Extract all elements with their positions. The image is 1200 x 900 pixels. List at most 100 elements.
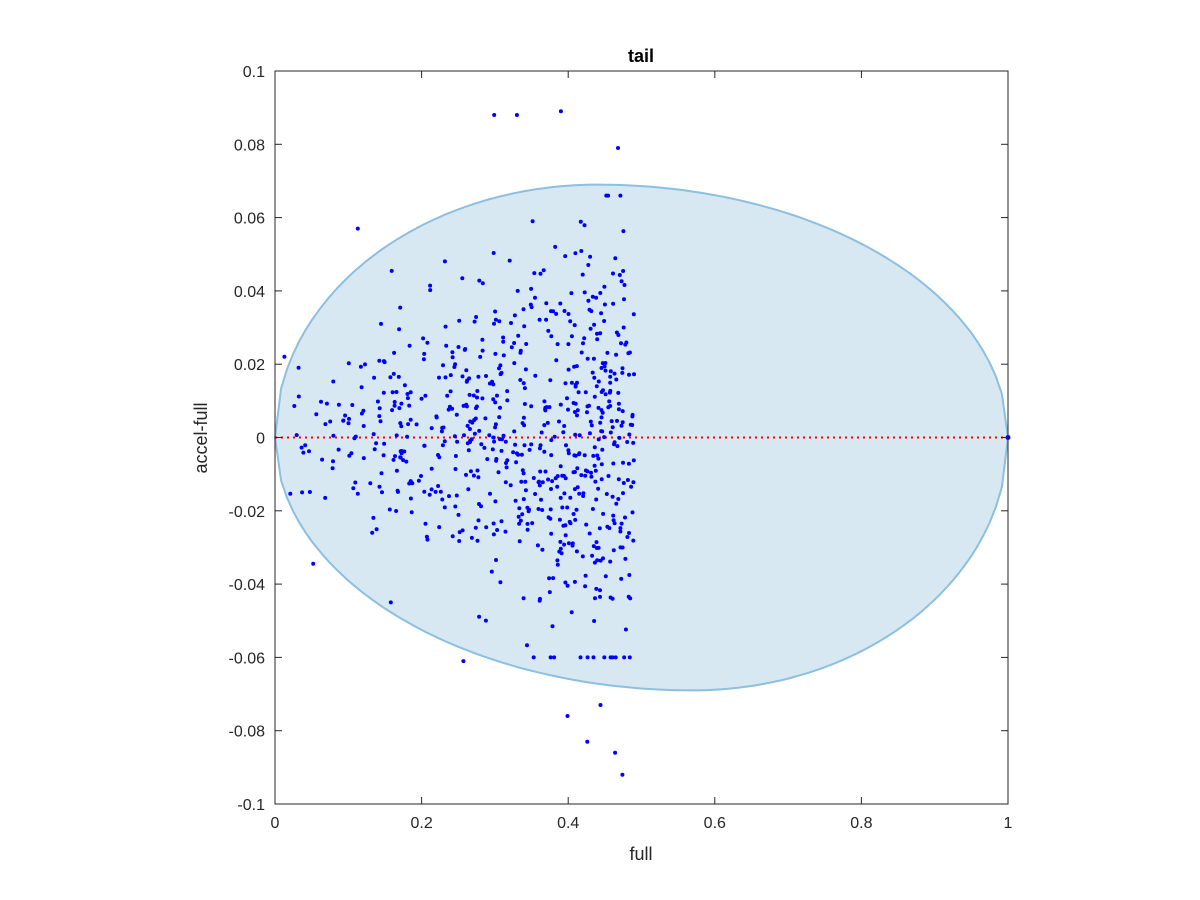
- data-point: [391, 457, 396, 462]
- data-point: [447, 404, 452, 409]
- data-point: [445, 393, 450, 398]
- data-point: [568, 319, 573, 324]
- data-point: [617, 273, 622, 277]
- data-point: [618, 526, 623, 531]
- data-point: [351, 486, 356, 491]
- data-point: [550, 624, 555, 629]
- data-point: [323, 422, 328, 427]
- data-point: [599, 415, 604, 420]
- data-point: [353, 434, 358, 439]
- data-point: [475, 389, 480, 393]
- data-point: [625, 440, 630, 444]
- data-point: [621, 229, 626, 234]
- data-point: [414, 422, 419, 427]
- data-point: [602, 284, 607, 289]
- data-point: [549, 487, 553, 491]
- data-point: [522, 443, 527, 448]
- data-point: [617, 435, 622, 440]
- data-point: [589, 423, 594, 428]
- data-point: [554, 311, 559, 316]
- data-point: [555, 484, 560, 489]
- data-point: [573, 401, 578, 406]
- data-point: [495, 528, 500, 532]
- data-point: [558, 546, 563, 551]
- outlier-point: [355, 226, 360, 231]
- data-point: [395, 488, 400, 493]
- data-point: [372, 375, 377, 380]
- data-point: [493, 351, 498, 356]
- data-point: [314, 412, 319, 417]
- data-point: [523, 488, 528, 493]
- data-point: [359, 385, 364, 390]
- data-point: [550, 479, 555, 484]
- y-axis-ticks: -0.1 -0.08 -0.06 -0.04 -0.02 0 0.02 0.04 0.06 0.0…: [229, 64, 1008, 814]
- data-point: [614, 352, 619, 357]
- data-point: [520, 421, 525, 426]
- data-point: [476, 374, 481, 379]
- data-point: [374, 441, 379, 446]
- data-point: [620, 409, 625, 414]
- data-point: [573, 432, 578, 437]
- data-point: [521, 471, 526, 476]
- data-point: [594, 586, 599, 591]
- data-point: [512, 341, 517, 345]
- data-point: [628, 596, 633, 601]
- data-point: [603, 574, 608, 579]
- data-point: [473, 525, 478, 530]
- x-tick-label: 0.8: [850, 815, 872, 832]
- data-point: [631, 312, 636, 317]
- y-tick-label: 0: [256, 431, 265, 448]
- data-point: [491, 521, 496, 526]
- data-point: [619, 423, 624, 428]
- data-point: [529, 442, 534, 447]
- data-point: [408, 417, 413, 422]
- data-point: [397, 406, 402, 411]
- data-point: [563, 381, 568, 386]
- data-point: [488, 491, 492, 496]
- data-point: [493, 400, 498, 405]
- y-tick-label: -0.08: [229, 724, 266, 741]
- data-point: [587, 307, 592, 312]
- data-point: [592, 560, 597, 565]
- data-point: [363, 362, 367, 367]
- data-point: [368, 481, 373, 486]
- data-point: [296, 394, 301, 399]
- data-point: [568, 495, 573, 500]
- data-point: [483, 618, 488, 623]
- data-point: [560, 505, 565, 510]
- data-point: [569, 334, 574, 339]
- data-point: [598, 291, 603, 295]
- data-point: [440, 443, 445, 448]
- data-point: [539, 430, 544, 435]
- data-point: [591, 356, 596, 361]
- data-point: [626, 351, 631, 356]
- data-point: [512, 429, 517, 434]
- data-point: [561, 523, 566, 528]
- x-axis-ticks: 0 0.2 0.4 0.6 0.8 1: [271, 71, 1013, 832]
- data-point: [493, 309, 498, 314]
- data-point: [398, 455, 403, 460]
- data-point: [419, 474, 423, 478]
- data-point: [575, 408, 580, 413]
- y-tick-label: 0.02: [234, 357, 265, 374]
- data-point: [491, 251, 496, 255]
- data-point: [571, 512, 576, 516]
- data-point: [497, 437, 502, 442]
- data-point: [586, 298, 591, 303]
- data-point: [463, 347, 468, 351]
- data-point: [480, 337, 485, 342]
- data-point: [346, 361, 351, 366]
- data-point: [468, 469, 473, 474]
- data-point: [468, 438, 473, 443]
- data-point: [379, 321, 383, 326]
- data-point: [472, 319, 477, 324]
- outlier-point: [585, 739, 590, 744]
- data-point: [593, 468, 598, 473]
- data-point: [497, 366, 501, 371]
- data-point: [583, 468, 588, 473]
- data-point: [331, 459, 335, 464]
- data-point: [622, 283, 627, 287]
- data-point: [571, 470, 576, 475]
- data-point: [525, 521, 530, 526]
- data-point: [501, 433, 506, 438]
